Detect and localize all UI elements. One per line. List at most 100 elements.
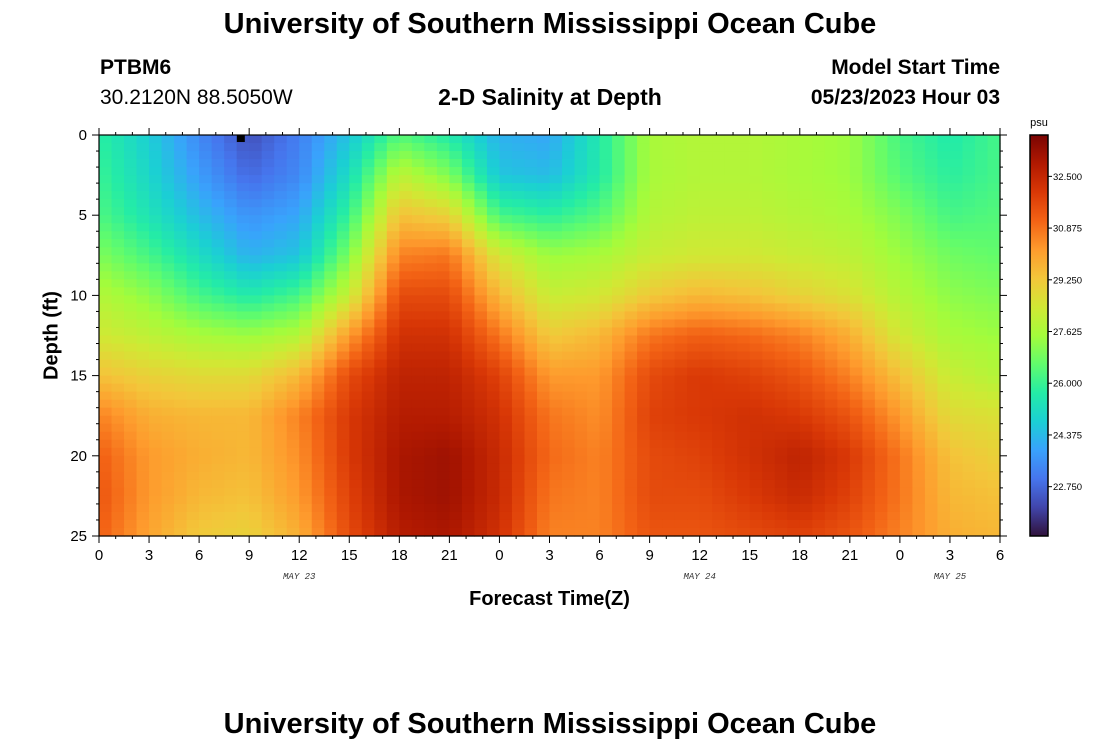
heatmap-cell (662, 327, 676, 337)
heatmap-cell (324, 183, 338, 192)
heatmap-cell (349, 407, 363, 417)
heatmap-cell (687, 247, 701, 256)
heatmap-cell (399, 455, 413, 465)
heatmap-cell (687, 391, 701, 401)
heatmap-cell (236, 447, 250, 457)
heatmap-cell (737, 343, 751, 353)
heatmap-cell (111, 375, 125, 385)
heatmap-cell (812, 295, 826, 305)
heatmap-cell (799, 311, 813, 321)
heatmap-cell (949, 463, 964, 473)
heatmap-cell (812, 279, 826, 288)
heatmap-cell (161, 471, 175, 481)
heatmap-cell (987, 471, 1001, 481)
heatmap-cell (536, 399, 551, 409)
heatmap-cell (461, 343, 476, 353)
heatmap-cell (449, 295, 463, 305)
heatmap-cell (599, 447, 613, 457)
heatmap-cell (286, 215, 300, 224)
heatmap-cell (924, 351, 939, 361)
heatmap-cell (336, 351, 350, 361)
heatmap-cell (624, 471, 638, 481)
heatmap-cell (962, 383, 976, 393)
heatmap-cell (949, 455, 964, 465)
heatmap-cell (587, 495, 601, 505)
heatmap-cell (587, 423, 601, 433)
heatmap-cell (499, 199, 513, 208)
heatmap-cell (111, 423, 125, 433)
heatmap-cell (799, 303, 813, 313)
heatmap-cell (261, 295, 275, 305)
heatmap-cell (486, 383, 501, 393)
heatmap-cell (174, 375, 188, 385)
heatmap-cell (349, 175, 363, 184)
heatmap-cell (274, 143, 288, 152)
heatmap-cell (987, 247, 1001, 256)
heatmap-cell (236, 271, 250, 280)
heatmap-cell (299, 255, 313, 264)
heatmap-cell (674, 407, 688, 417)
heatmap-cell (662, 303, 676, 313)
heatmap-cell (461, 367, 476, 377)
heatmap-cell (774, 335, 788, 345)
heatmap-cell (499, 463, 513, 473)
heatmap-cell (161, 151, 175, 160)
heatmap-cell (461, 511, 476, 521)
heatmap-cell (361, 239, 375, 248)
heatmap-cell (949, 471, 964, 481)
heatmap-cell (749, 143, 763, 152)
heatmap-cell (299, 439, 313, 449)
heatmap-cell (987, 415, 1001, 425)
heatmap-cell (912, 295, 926, 305)
heatmap-cell (324, 303, 338, 313)
heatmap-cell (924, 431, 939, 441)
x-tick-label: 9 (245, 547, 253, 564)
heatmap-cell (649, 295, 663, 305)
heatmap-cell (111, 231, 125, 240)
heatmap-cell (199, 335, 213, 345)
heatmap-cell (812, 271, 826, 280)
heatmap-cell (124, 255, 138, 264)
heatmap-cell (899, 303, 913, 313)
heatmap-cell (724, 159, 738, 168)
heatmap-cell (599, 351, 613, 361)
heatmap-cell (511, 199, 526, 208)
heatmap-cell (574, 455, 588, 465)
heatmap-cell (286, 351, 300, 361)
heatmap-cell (687, 415, 701, 425)
heatmap-cell (474, 511, 488, 521)
heatmap-cell (812, 431, 826, 441)
heatmap-cell (524, 287, 538, 296)
heatmap-cell (274, 359, 288, 369)
heatmap-cell (562, 207, 576, 216)
heatmap-cell (174, 495, 188, 505)
heatmap-cell (824, 151, 838, 160)
heatmap-cell (386, 391, 400, 401)
heatmap-cell (174, 295, 188, 305)
heatmap-cell (637, 215, 651, 224)
heatmap-cell (974, 215, 989, 224)
heatmap-cell (174, 279, 188, 288)
footer-title: University of Southern Mississippi Ocean… (223, 708, 877, 740)
heatmap-cell (299, 463, 313, 473)
heatmap-cell (399, 503, 413, 513)
heatmap-cell (124, 135, 138, 144)
heatmap-cell (912, 471, 926, 481)
heatmap-cell (599, 431, 613, 441)
heatmap-cell (737, 415, 751, 425)
heatmap-cell (687, 135, 701, 144)
heatmap-cell (311, 511, 325, 521)
heatmap-cell (324, 431, 338, 441)
heatmap-cell (687, 343, 701, 353)
heatmap-cell (624, 311, 638, 321)
heatmap-cell (149, 287, 163, 296)
heatmap-cell (912, 263, 926, 272)
heatmap-cell (149, 135, 163, 144)
heatmap-cell (324, 463, 338, 473)
heatmap-cell (837, 527, 851, 537)
heatmap-cell (687, 231, 701, 240)
heatmap-cell (812, 343, 826, 353)
heatmap-cell (762, 391, 776, 401)
heatmap-cell (111, 215, 125, 224)
heatmap-cell (712, 271, 726, 280)
